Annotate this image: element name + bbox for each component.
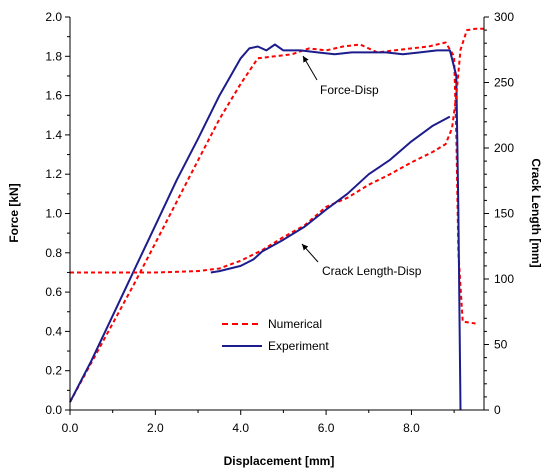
legend-label-experiment: Experiment — [268, 339, 329, 353]
series-line-numerical-crack-length-disp — [70, 27, 484, 274]
series-layer — [69, 27, 484, 411]
legend: Numerical Experiment — [212, 312, 350, 364]
y-tick-label: 0.6 — [45, 285, 62, 299]
y-tick-label: 0.2 — [45, 364, 62, 378]
x-tick-label: 4.0 — [232, 421, 249, 435]
y2-tick-label: 100 — [494, 272, 514, 286]
y-axis-title: Force [kN] — [7, 183, 21, 242]
series-line-experiment-force-disp — [69, 43, 462, 411]
y2-tick-label: 150 — [494, 207, 514, 221]
legend-box — [212, 312, 350, 364]
annotation-force-disp: Force-Disp — [302, 55, 379, 97]
y2-tick-label: 0 — [494, 403, 501, 417]
y-tick-label: 0.8 — [45, 246, 62, 260]
x-tick-label: 8.0 — [403, 421, 420, 435]
y-tick-label: 1.2 — [45, 167, 62, 181]
y2-tick-label: 50 — [494, 338, 508, 352]
y2-axis-title: Crack Length [mm] — [529, 158, 543, 267]
annotation-force-arrow — [302, 55, 318, 81]
x-axis-title: Displacement [mm] — [224, 454, 335, 468]
y-tick-label: 1.0 — [45, 207, 62, 221]
x-tick-label: 0.0 — [62, 421, 79, 435]
annotation-crack-label: Crack Length-Disp — [322, 264, 422, 278]
y2-tick-label: 300 — [494, 10, 514, 24]
x-tick-label: 6.0 — [318, 421, 335, 435]
annotation-crack-arrow — [301, 243, 319, 263]
y-tick-label: 1.4 — [45, 128, 62, 142]
x-tick-label: 2.0 — [147, 421, 164, 435]
legend-label-numerical: Numerical — [268, 317, 322, 331]
series-line-experiment-crack-length-disp — [210, 115, 451, 274]
series-line-numerical-force-disp — [69, 41, 476, 403]
axes-layer: 0.0 0.2 0.4 0.6 0.8 1.0 1.2 1.4 1.6 1.8 2.0 0 50 100 1… — [45, 10, 514, 435]
y-tick-label: 1.6 — [45, 89, 62, 103]
annotation-crack-length-disp: Crack Length-Disp — [301, 243, 422, 278]
y-tick-label: 2.0 — [45, 10, 62, 24]
y-tick-label: 0.4 — [45, 324, 62, 338]
y-tick-label: 0.0 — [45, 403, 62, 417]
y2-tick-label: 250 — [494, 76, 514, 90]
y-tick-label: 1.8 — [45, 49, 62, 63]
y2-tick-label: 200 — [494, 141, 514, 155]
annotation-force-label: Force-Disp — [320, 83, 379, 97]
